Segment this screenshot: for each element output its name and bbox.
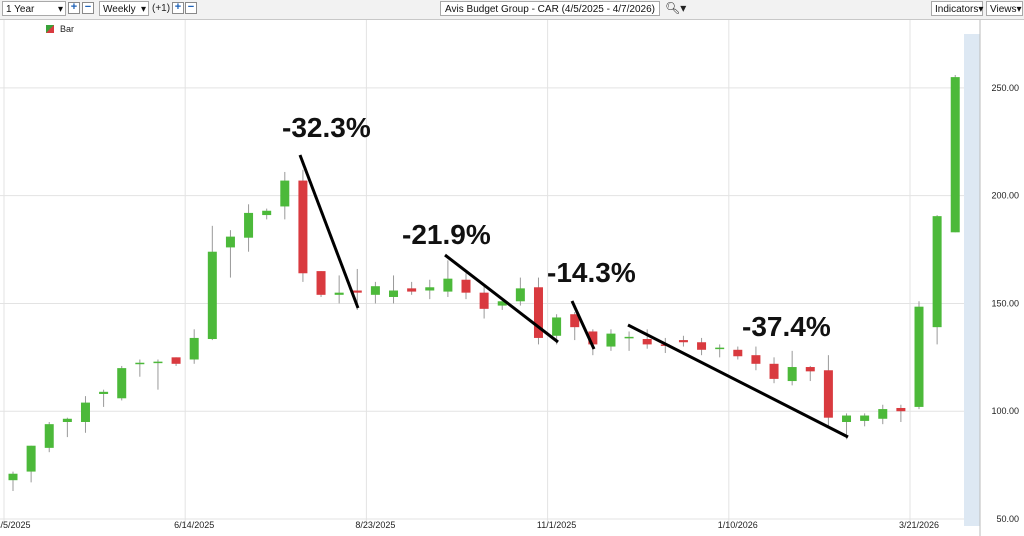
views-text: Views: [990, 4, 1017, 15]
candle-body: [860, 415, 870, 421]
candle-body: [678, 340, 688, 343]
candle-body: [932, 216, 942, 328]
x-tick-label: 11/1/2025: [537, 520, 576, 530]
y-tick-label: 100.00: [991, 406, 1019, 416]
candle-body: [624, 336, 634, 339]
offset-text: (+1): [152, 3, 171, 14]
search-icon[interactable]: 🔍︎▾: [665, 1, 687, 15]
zoom-out[interactable]: −: [82, 2, 94, 14]
candle-body: [588, 331, 598, 345]
candle-body: [606, 333, 616, 347]
candle-body: [117, 368, 127, 399]
candle-body: [642, 339, 652, 345]
annotation: -37.4%: [742, 311, 831, 342]
legend-swatch-red: [46, 25, 54, 33]
y-tick-label: 200.00: [991, 191, 1019, 201]
candle-body: [878, 409, 888, 419]
indicators-text: Indicators: [935, 4, 979, 15]
candle-body: [171, 357, 181, 364]
y-tick-label: 50.00: [996, 514, 1019, 524]
candle-body: [896, 407, 906, 412]
candle-body: [443, 278, 453, 292]
trend-line: [570, 300, 596, 350]
candle-body: [62, 418, 72, 422]
candle-body: [8, 473, 18, 481]
candle-body: [280, 180, 290, 207]
grid: 50.00 100.00 150.00 200.00 250.00 4/5/2025 6/1…: [0, 20, 1019, 530]
period-text: 1 Year: [6, 4, 35, 15]
candle-body: [552, 317, 562, 336]
x-tick-label: 8/23/2025: [355, 520, 395, 530]
candle-body: [334, 292, 344, 295]
candle-body: [153, 361, 163, 364]
period-select[interactable]: 1 Year ▾: [2, 1, 66, 16]
candle-body: [352, 290, 362, 293]
offset-minus[interactable]: −: [185, 2, 197, 14]
x-tick-label: 1/10/2026: [718, 520, 758, 530]
candle-body: [497, 301, 507, 306]
chart: 50.00 100.00 150.00 200.00 250.00 4/5/2025 6/1…: [0, 20, 1019, 536]
candle-body: [207, 251, 217, 340]
candle-body: [842, 415, 852, 422]
x-tick-label: 3/21/2026: [899, 520, 939, 530]
offset-plus[interactable]: +: [172, 2, 184, 14]
candle-body: [950, 77, 960, 233]
symbol-title: Avis Budget Group - CAR (4/5/2025 - 4/7/…: [445, 4, 655, 15]
interval-select[interactable]: Weekly ▾: [99, 1, 149, 16]
zoom-in[interactable]: +: [68, 2, 80, 14]
candle-body: [44, 424, 54, 448]
candle-body: [135, 362, 145, 365]
candle-body: [769, 363, 779, 379]
future-band: [964, 34, 980, 526]
candle-body: [461, 279, 471, 293]
legend-text: Bar: [60, 24, 74, 34]
candle-body: [262, 210, 272, 216]
x-tick-label: 6/14/2025: [174, 520, 214, 530]
y-tick-label: 250.00: [991, 83, 1019, 93]
x-tick-label: 4/5/2025: [0, 520, 31, 530]
candle-body: [751, 355, 761, 364]
candle-body: [189, 337, 199, 360]
annotation: -21.9%: [402, 219, 491, 250]
annotation: -32.3%: [282, 112, 371, 143]
candle-body: [697, 342, 707, 350]
candle-body: [533, 287, 543, 338]
candle-body: [823, 370, 833, 418]
candle-body: [787, 367, 797, 382]
candle-body: [389, 290, 399, 297]
candle-body: [316, 271, 326, 295]
candle-body: [80, 402, 90, 422]
candle-body: [914, 306, 924, 407]
candle-body: [425, 287, 435, 291]
trend-line: [298, 154, 360, 309]
candle-body: [99, 391, 109, 394]
trend-line: [444, 253, 559, 344]
candle-body: [370, 286, 380, 295]
trend-line: [627, 323, 849, 439]
symbol-box[interactable]: Avis Budget Group - CAR (4/5/2025 - 4/7/…: [440, 1, 660, 16]
toolbar: 1 Year ▾ + − Weekly ▾ (+1) + − Avis Budget…: [0, 0, 1024, 20]
candle-body: [570, 314, 580, 328]
candle-body: [26, 445, 36, 472]
candle-body: [805, 367, 815, 372]
candle-body: [715, 347, 725, 350]
candle-body: [479, 292, 489, 309]
annotation: -14.3%: [547, 257, 636, 288]
interval-text: Weekly: [103, 4, 136, 15]
candle-body: [225, 236, 235, 248]
candle-body: [515, 288, 525, 302]
candle-body: [407, 288, 417, 292]
candle-body: [244, 212, 254, 238]
candle-body: [733, 349, 743, 357]
views-button[interactable]: Views▾: [986, 1, 1023, 16]
trend-lines: [298, 154, 849, 439]
indicators-button[interactable]: Indicators▾: [931, 1, 983, 16]
candle-body: [298, 180, 308, 274]
y-tick-label: 150.00: [991, 298, 1019, 308]
